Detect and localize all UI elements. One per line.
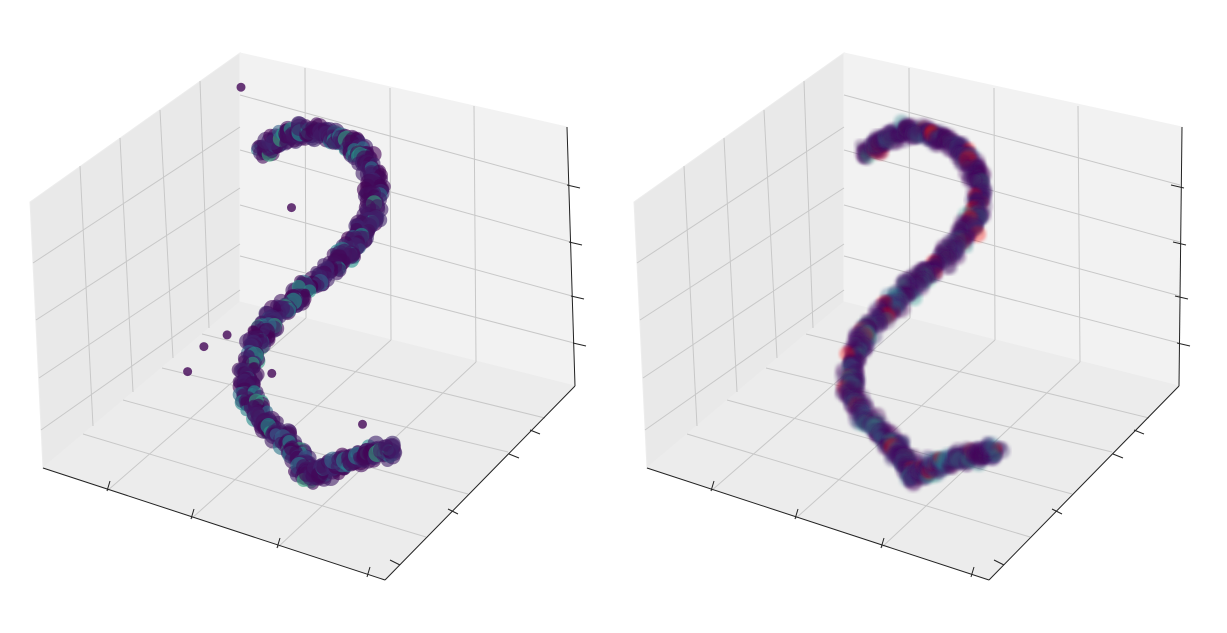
axis-tick bbox=[389, 559, 401, 566]
axis-tick bbox=[1174, 295, 1189, 300]
scatter-points bbox=[835, 114, 1011, 492]
axis-tick bbox=[106, 480, 111, 492]
axis-tick bbox=[190, 508, 195, 520]
scatter-point bbox=[300, 288, 310, 298]
axis-tick bbox=[568, 241, 583, 246]
axis-tick bbox=[366, 566, 371, 578]
scatter-point bbox=[287, 203, 296, 213]
axis-tick bbox=[570, 295, 585, 300]
right-3d-scatter-plot bbox=[633, 52, 1191, 581]
axis-tick bbox=[1170, 184, 1185, 189]
axis-tick bbox=[880, 537, 885, 549]
axis-tick bbox=[1172, 241, 1187, 246]
scatter-point bbox=[199, 342, 209, 352]
axis-tick bbox=[993, 559, 1005, 566]
axis-tick bbox=[1051, 508, 1063, 515]
axis-tick bbox=[566, 184, 581, 189]
scatter-point bbox=[985, 440, 1000, 455]
scatter-point bbox=[267, 368, 277, 378]
scatter-point bbox=[183, 367, 193, 377]
right-3d-scatter-panel bbox=[604, 0, 1227, 633]
axis-tick bbox=[508, 453, 520, 459]
axis-tick bbox=[710, 480, 715, 492]
grid-lines bbox=[32, 67, 575, 549]
axis-ticks bbox=[710, 184, 1191, 578]
axis-tick bbox=[970, 566, 975, 578]
scatter-point bbox=[387, 446, 400, 459]
axis-tick bbox=[1176, 342, 1191, 347]
left-3d-scatter-plot bbox=[29, 52, 587, 581]
left-3d-scatter-panel bbox=[29, 52, 587, 581]
scatter-point bbox=[222, 330, 232, 340]
axis-tick bbox=[1133, 429, 1145, 435]
axis-tick bbox=[276, 537, 281, 549]
scatter-point bbox=[358, 419, 367, 429]
axis-tick bbox=[1112, 453, 1124, 459]
axis-ticks bbox=[106, 184, 587, 578]
axis-tick bbox=[447, 508, 459, 515]
axis-tick bbox=[572, 342, 587, 347]
axis-tick bbox=[794, 508, 799, 520]
scatter-point bbox=[378, 439, 390, 452]
axis-tick bbox=[529, 429, 541, 435]
axes-spines bbox=[646, 126, 1183, 581]
scatter-point bbox=[236, 82, 246, 92]
scatter-points bbox=[183, 82, 403, 490]
